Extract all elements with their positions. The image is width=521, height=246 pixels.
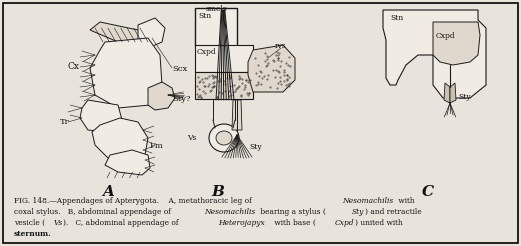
Text: Cxpd: Cxpd (335, 219, 354, 227)
Text: Vs: Vs (54, 219, 63, 227)
Polygon shape (80, 100, 122, 132)
Polygon shape (92, 118, 148, 162)
Text: ) and retractile: ) and retractile (365, 208, 421, 216)
Text: A: A (102, 185, 114, 199)
Text: ) united with: ) united with (355, 219, 403, 227)
Text: F: F (14, 197, 19, 205)
Bar (195, 45, 253, 72)
Text: rvs: rvs (275, 42, 287, 50)
Polygon shape (105, 150, 150, 175)
Text: B: B (212, 185, 225, 199)
Text: Sty?: Sty? (172, 95, 191, 103)
Text: Vs: Vs (187, 134, 196, 142)
Text: C: C (422, 185, 434, 199)
Polygon shape (433, 22, 480, 65)
Polygon shape (248, 45, 295, 92)
Polygon shape (148, 82, 175, 110)
Text: Sty: Sty (458, 93, 470, 101)
Text: Cxpd: Cxpd (436, 32, 456, 40)
Text: bearing a stylus (: bearing a stylus ( (258, 208, 326, 216)
Text: IG. 148.—Appendages of Apterygota.    A, metathoracic leg of: IG. 148.—Appendages of Apterygota. A, me… (19, 197, 254, 205)
Text: vesicle (: vesicle ( (14, 219, 45, 227)
Bar (195, 8, 237, 46)
Ellipse shape (216, 131, 232, 145)
Text: Heterojapyx: Heterojapyx (218, 219, 265, 227)
Text: with: with (396, 197, 415, 205)
Text: Stn: Stn (390, 14, 403, 22)
Text: with base (: with base ( (272, 219, 316, 227)
Text: smels: smels (206, 5, 228, 13)
Text: Sty: Sty (249, 143, 262, 151)
Text: Nesomachilis: Nesomachilis (342, 197, 393, 205)
Text: Stn: Stn (198, 12, 211, 20)
Polygon shape (138, 18, 165, 48)
Text: Tr: Tr (60, 118, 70, 126)
Polygon shape (450, 83, 456, 103)
Text: Sty: Sty (352, 208, 364, 216)
Text: Cxpd: Cxpd (197, 48, 217, 56)
Bar (195, 72, 253, 99)
Text: Cx: Cx (68, 62, 80, 71)
Text: Scx: Scx (172, 65, 187, 73)
Polygon shape (90, 38, 162, 108)
Polygon shape (444, 83, 450, 103)
Text: Nesomachilis: Nesomachilis (204, 208, 255, 216)
Ellipse shape (209, 124, 239, 152)
Polygon shape (383, 10, 486, 98)
Text: ).   C, abdominal appendage of: ). C, abdominal appendage of (63, 219, 181, 227)
Polygon shape (232, 100, 242, 130)
Polygon shape (90, 22, 148, 45)
Text: sternum.: sternum. (14, 230, 52, 238)
Text: Fm: Fm (150, 142, 164, 150)
Text: coxal stylus.   B, abdominal appendage of: coxal stylus. B, abdominal appendage of (14, 208, 173, 216)
